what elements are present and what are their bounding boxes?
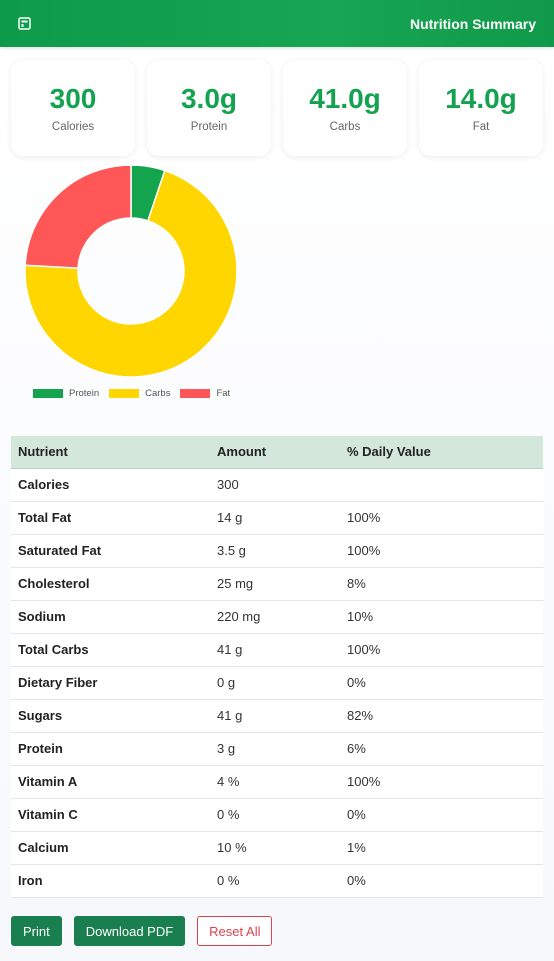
table-row: Sugars 41 g 82%: [11, 699, 543, 733]
daily-value-cell: 0%: [340, 864, 543, 898]
fat-label: Fat: [472, 121, 490, 133]
amount-cell: 10 %: [210, 831, 340, 865]
fat-card: 14.0g Fat: [419, 60, 543, 156]
nutrient-cell: Iron: [11, 864, 210, 898]
amount-cell: 14 g: [210, 501, 340, 535]
legend-item-protein[interactable]: Protein: [33, 388, 99, 399]
amount-cell: 220 mg: [210, 600, 340, 634]
table-row: Total Carbs 41 g 100%: [11, 633, 543, 667]
daily-value-cell: 82%: [340, 699, 543, 733]
nutrient-cell: Sodium: [11, 600, 210, 634]
macro-chart: Protein Carbs Fat: [11, 164, 271, 416]
amount-cell: 3 g: [210, 732, 340, 766]
table-row: Calcium 10 % 1%: [11, 831, 543, 865]
daily-value-cell: 1%: [340, 831, 543, 865]
table-row: Sodium 220 mg 10%: [11, 600, 543, 634]
nutrient-cell: Calories: [11, 468, 210, 502]
chart-legend: Protein Carbs Fat: [33, 388, 240, 399]
amount-cell: 4 %: [210, 765, 340, 799]
nutrition-table: Nutrient Amount % Daily Value Calories 30…: [11, 436, 543, 898]
column-header-nutrient: Nutrient: [11, 436, 210, 469]
header-bar: Nutrition Summary: [0, 0, 554, 47]
table-row: Saturated Fat 3.5 g 100%: [11, 534, 543, 568]
action-bar: Print Download PDF Reset All: [11, 916, 273, 946]
amount-cell: 3.5 g: [210, 534, 340, 568]
daily-value-cell: 10%: [340, 600, 543, 634]
legend-swatch: [109, 389, 140, 398]
daily-value-cell: 6%: [340, 732, 543, 766]
daily-value-cell: 100%: [340, 501, 543, 535]
protein-label: Protein: [190, 121, 228, 133]
nutrient-cell: Vitamin C: [11, 798, 210, 832]
nutrient-cell: Vitamin A: [11, 765, 210, 799]
carbs-value: 41.0g: [309, 83, 381, 114]
carbs-card: 41.0g Carbs: [283, 60, 407, 156]
calories-card: 300 Calories: [11, 60, 135, 156]
column-header-daily-value: % Daily Value: [340, 436, 543, 469]
legend-label: Fat: [216, 388, 231, 399]
amount-cell: 25 mg: [210, 567, 340, 601]
amount-cell: 0 %: [210, 798, 340, 832]
print-button[interactable]: Print: [11, 916, 62, 946]
daily-value-cell: 8%: [340, 567, 543, 601]
summary-cards: 300 Calories 3.0g Protein 41.0g Carbs 14…: [0, 47, 554, 156]
slice-fat[interactable]: [24, 164, 132, 269]
protein-card: 3.0g Protein: [147, 60, 271, 156]
table-row: Calories 300: [11, 468, 543, 502]
legend-label: Protein: [69, 388, 100, 399]
daily-value-cell: [340, 468, 543, 502]
report-icon[interactable]: [18, 17, 32, 31]
daily-value-cell: 100%: [340, 765, 543, 799]
nutrient-cell: Total Carbs: [11, 633, 210, 667]
nutrient-cell: Cholesterol: [11, 567, 210, 601]
nutrient-cell: Sugars: [11, 699, 210, 733]
legend-swatch: [33, 389, 63, 398]
daily-value-cell: 100%: [340, 534, 543, 568]
carbs-label: Carbs: [329, 121, 361, 133]
nutrient-cell: Dietary Fiber: [11, 666, 210, 700]
page-title: Nutrition Summary: [409, 15, 536, 32]
daily-value-cell: 0%: [340, 798, 543, 832]
fat-value: 14.0g: [445, 83, 517, 114]
table-row: Dietary Fiber 0 g 0%: [11, 666, 543, 700]
amount-cell: 0 %: [210, 864, 340, 898]
slice-carbs[interactable]: [24, 169, 238, 378]
legend-label: Carbs: [145, 388, 171, 399]
download-pdf-button[interactable]: Download PDF: [73, 916, 186, 946]
donut-chart-svg: [24, 164, 238, 378]
nutrient-cell: Saturated Fat: [11, 534, 210, 568]
table-row: Iron 0 % 0%: [11, 864, 543, 898]
table-row: Cholesterol 25 mg 8%: [11, 567, 543, 601]
legend-swatch: [180, 389, 211, 398]
table-body: Calories 300 Total Fat 14 g 100% Saturated Fa…: [11, 468, 543, 898]
amount-cell: 41 g: [210, 699, 340, 733]
calories-value: 300: [49, 83, 97, 114]
nutrient-cell: Calcium: [11, 831, 210, 865]
daily-value-cell: 100%: [340, 633, 543, 667]
reset-all-button[interactable]: Reset All: [197, 916, 273, 946]
protein-value: 3.0g: [180, 83, 238, 114]
table-row: Protein 3 g 6%: [11, 732, 543, 766]
column-header-amount: Amount: [210, 436, 340, 469]
calories-label: Calories: [51, 121, 95, 133]
table-row: Total Fat 14 g 100%: [11, 501, 543, 535]
table-header-row: Nutrient Amount % Daily Value: [11, 436, 543, 469]
nutrient-cell: Protein: [11, 732, 210, 766]
amount-cell: 0 g: [210, 666, 340, 700]
legend-item-fat[interactable]: Fat: [180, 388, 230, 399]
amount-cell: 300: [210, 468, 340, 502]
amount-cell: 41 g: [210, 633, 340, 667]
nutrient-cell: Total Fat: [11, 501, 210, 535]
daily-value-cell: 0%: [340, 666, 543, 700]
legend-item-carbs[interactable]: Carbs: [109, 388, 170, 399]
